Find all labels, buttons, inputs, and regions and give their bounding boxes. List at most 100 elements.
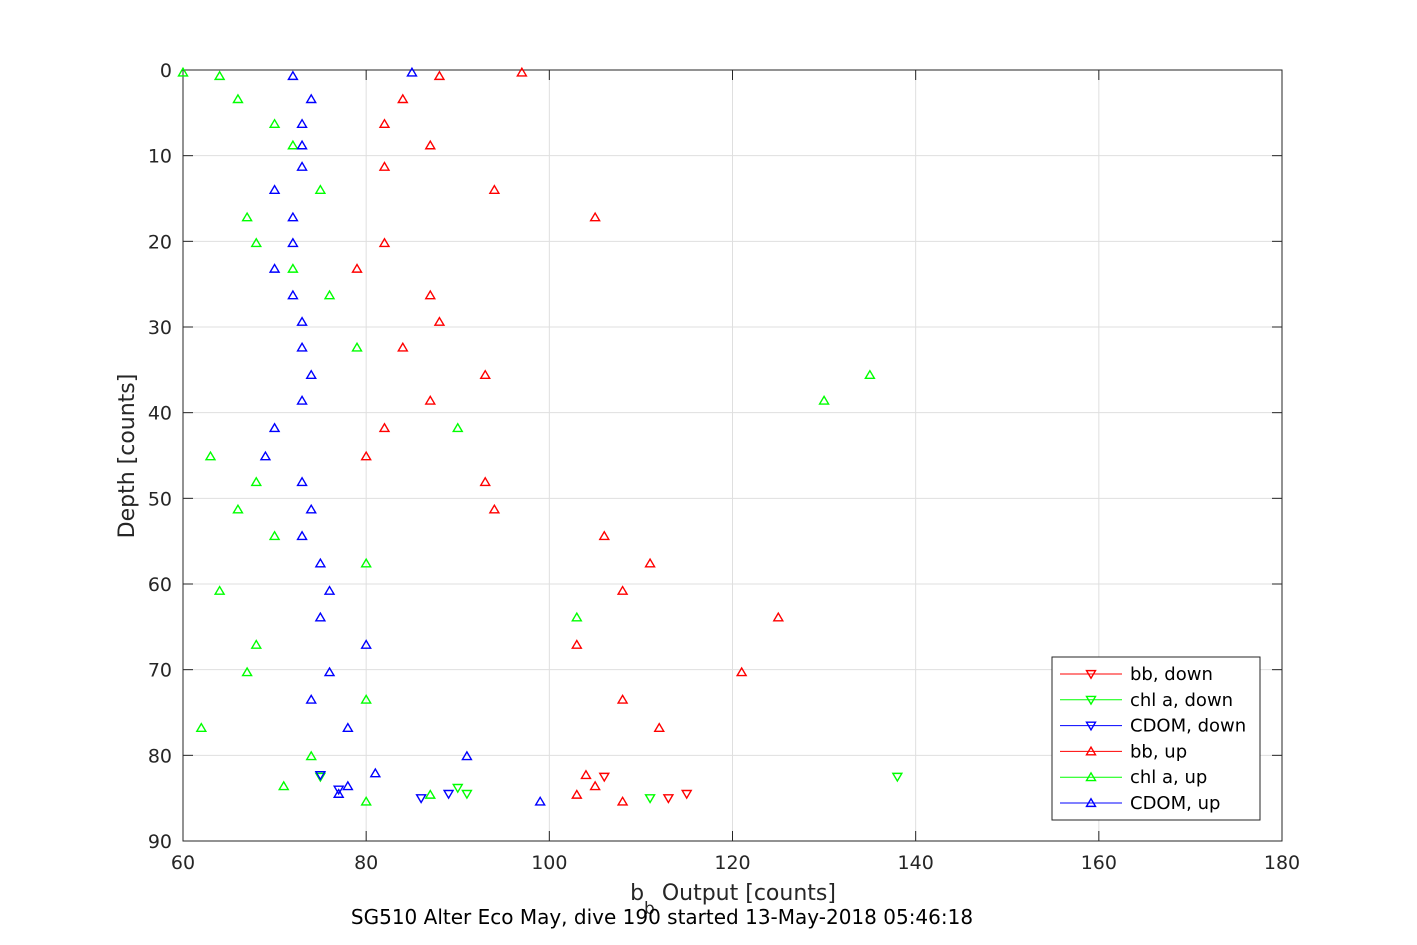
data-point [488, 503, 501, 514]
data-point [378, 118, 391, 129]
data-point [424, 395, 436, 405]
y-tick-label: 20 [148, 231, 172, 253]
data-point [305, 503, 317, 514]
data-marks [177, 66, 904, 806]
x-axis-label: bb Output [counts] [630, 881, 836, 919]
legend-marker [1085, 695, 1097, 706]
data-point [296, 161, 308, 171]
data-point [323, 289, 336, 300]
x-tick-label: 120 [714, 852, 750, 874]
x-tick-label: 80 [354, 852, 378, 874]
data-point [479, 476, 491, 487]
data-point [644, 794, 656, 804]
series-chl-a-up [177, 66, 876, 806]
data-point [250, 639, 262, 649]
data-point [461, 750, 473, 761]
data-point [680, 789, 693, 800]
data-point [818, 395, 830, 405]
data-point [287, 70, 299, 81]
data-point [296, 476, 308, 487]
data-point [287, 263, 299, 273]
data-point [516, 66, 528, 77]
legend-label: chl a, up [1130, 767, 1207, 788]
data-point [571, 611, 583, 622]
legend-box [1051, 656, 1261, 821]
series-cdom-up [259, 66, 546, 806]
data-point [332, 785, 345, 796]
legend-label: bb, down [1130, 664, 1213, 685]
data-point [342, 780, 354, 791]
data-point [314, 770, 327, 781]
data-point [351, 263, 363, 273]
data-point [268, 530, 281, 541]
data-point [268, 184, 281, 195]
data-point [323, 666, 336, 677]
data-point [360, 693, 372, 704]
legend-label: bb, up [1130, 741, 1187, 762]
data-point [479, 369, 491, 380]
data-point [268, 422, 281, 433]
data-point [323, 585, 336, 595]
series-bb-down [598, 772, 693, 804]
data-point [351, 341, 363, 352]
data-point [424, 789, 436, 799]
axis-ticks: 60 80 100 120 140 160 180 0 10 20 30 40 50 60 70 80 90 [148, 60, 1300, 874]
data-point [360, 795, 372, 806]
y-tick-label: 70 [148, 660, 172, 682]
data-point [589, 780, 601, 791]
x-axis-label-subscript: b [644, 899, 655, 919]
data-point [772, 611, 785, 622]
data-point [314, 184, 327, 195]
data-point [433, 70, 446, 81]
y-tick-label: 30 [148, 317, 172, 339]
data-point [314, 557, 327, 568]
data-point [571, 789, 583, 799]
legend-marker [1085, 797, 1097, 808]
data-point [195, 722, 208, 732]
data-point [305, 93, 317, 104]
y-tick-label: 40 [148, 403, 172, 425]
data-point [305, 693, 317, 704]
data-point [241, 211, 253, 222]
data-point [397, 341, 409, 352]
data-point [305, 750, 317, 761]
data-point [662, 794, 675, 804]
x-tick-label: 100 [531, 852, 567, 874]
data-point [864, 369, 876, 380]
data-point [213, 70, 226, 81]
data-point [598, 530, 611, 541]
data-point [360, 639, 372, 649]
data-point [378, 422, 391, 433]
data-point [296, 341, 308, 352]
data-point [204, 450, 217, 461]
x-tick-label: 160 [1081, 852, 1117, 874]
data-point [406, 66, 418, 77]
y-axis-label: Depth [counts] [115, 374, 140, 539]
data-point [268, 118, 281, 129]
data-point [424, 139, 436, 150]
series-cdom-down [314, 770, 455, 804]
data-point [534, 795, 546, 806]
data-point [342, 722, 354, 732]
data-point [259, 450, 272, 461]
data-point [571, 639, 583, 649]
x-tick-label: 140 [898, 852, 934, 874]
legend-label: CDOM, up [1130, 793, 1220, 814]
legend-marker [1085, 771, 1097, 782]
legend-marker [1085, 721, 1097, 732]
data-point [424, 289, 436, 300]
data-point [213, 585, 226, 595]
y-tick-label: 0 [160, 60, 172, 82]
series-chl-a-down [314, 772, 904, 804]
data-point [644, 557, 656, 568]
series-bb-up [351, 66, 785, 806]
data-point [287, 211, 299, 222]
y-tick-label: 60 [148, 574, 172, 596]
data-point [891, 772, 904, 783]
data-point [461, 789, 473, 800]
data-point [287, 139, 299, 150]
data-point [397, 93, 409, 104]
data-point [598, 772, 611, 783]
legend-label: chl a, down [1130, 690, 1233, 711]
